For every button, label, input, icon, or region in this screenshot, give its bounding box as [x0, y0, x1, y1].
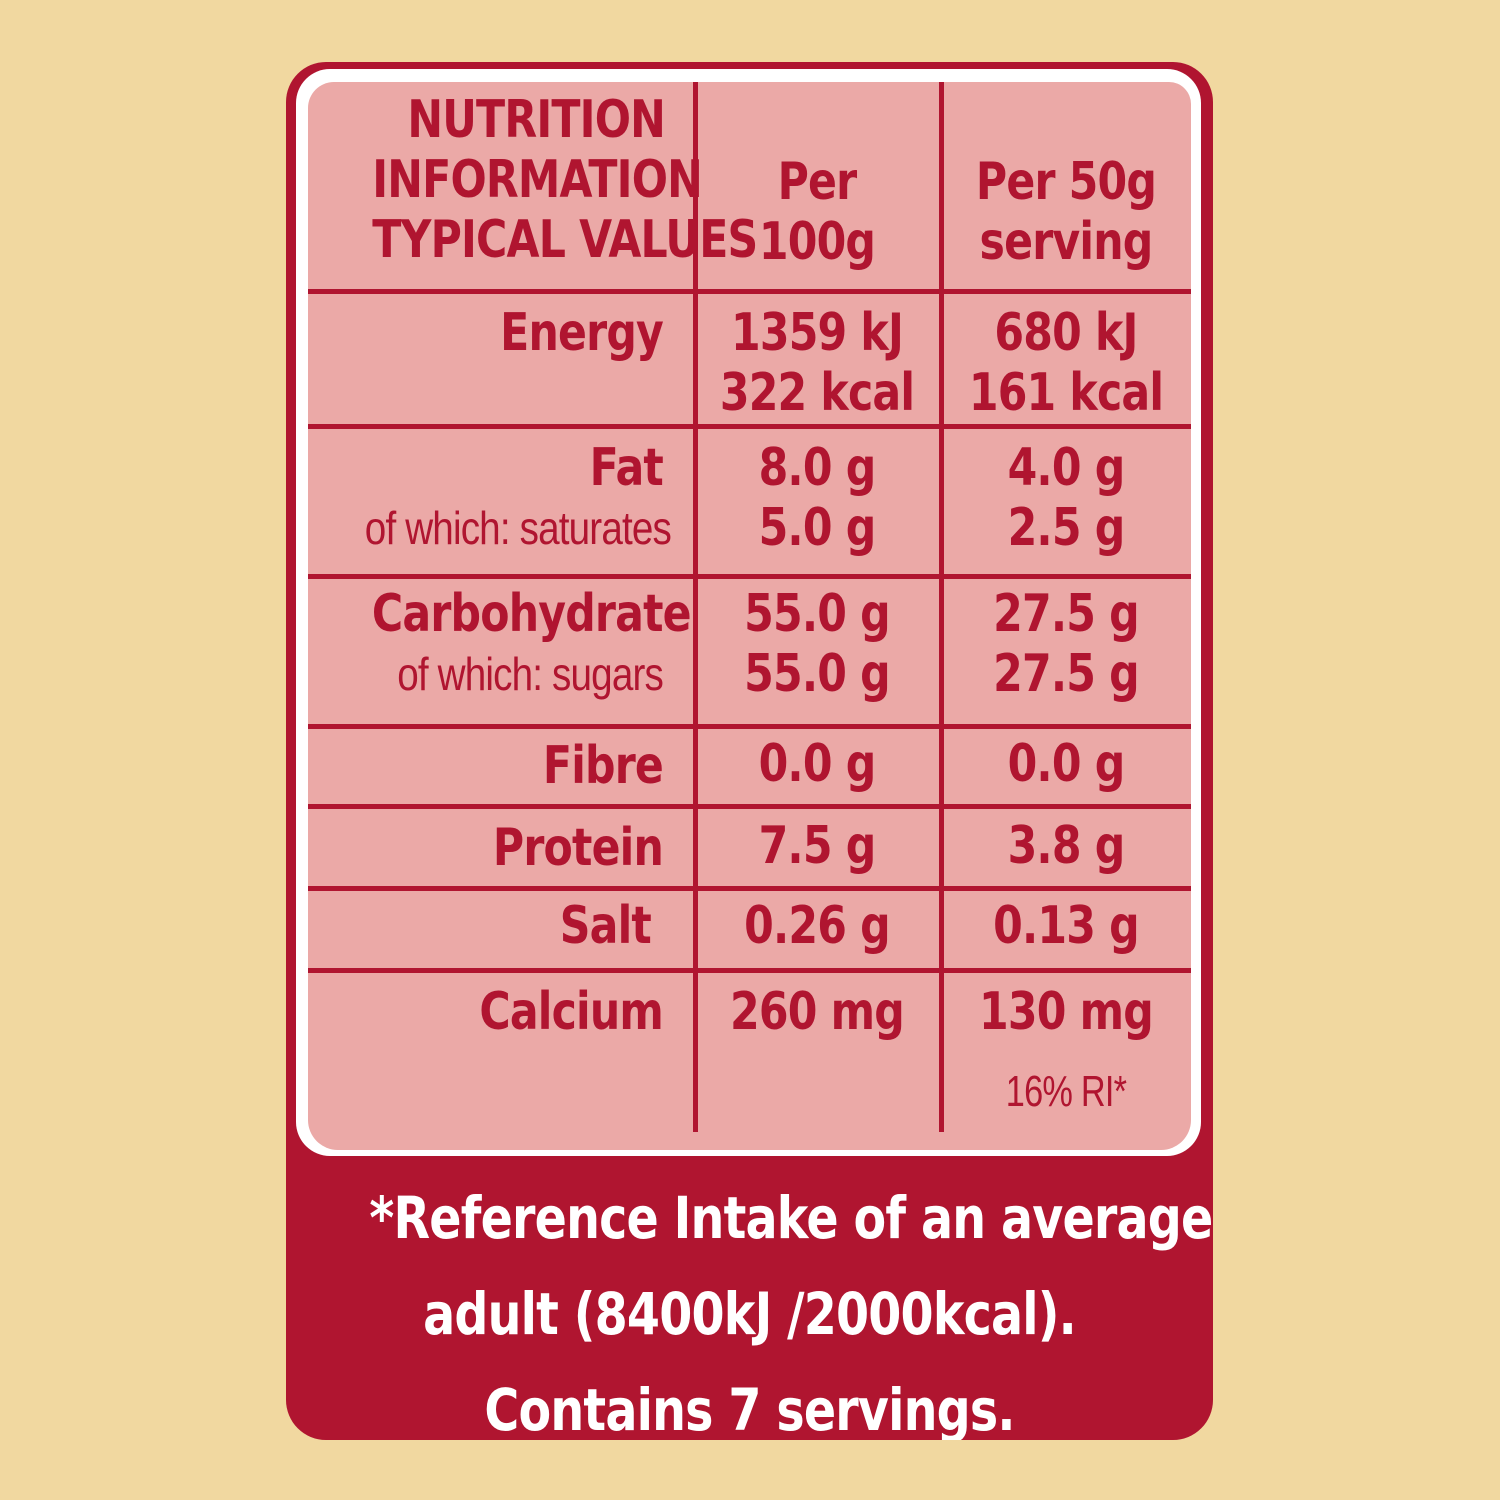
value-line: 0.13 g: [993, 896, 1139, 956]
table-row-fat: Fat of which: saturates 8.0 g 5.0 g 4.0 …: [308, 424, 1191, 579]
nutrient-sub-name: of which: saturates: [364, 502, 672, 554]
value-line: 5.0 g: [758, 498, 877, 558]
value-line: 3.8 g: [1007, 816, 1126, 876]
nutrition-table: NUTRITION INFORMATION TYPICAL VALUES Per…: [308, 82, 1191, 1150]
table-title: NUTRITION INFORMATION TYPICAL VALUES: [308, 82, 758, 289]
row-label: Calcium: [308, 968, 693, 1132]
reference-intake-note: 16% RI*: [1005, 1067, 1127, 1116]
value-per-50g: 3.8 g: [941, 804, 1191, 886]
value-line: 2.5 g: [1007, 498, 1126, 558]
column-header-line: 100g: [758, 212, 876, 272]
value-line: 55.0 g: [744, 584, 890, 644]
value-per-100g: 0.26 g: [693, 886, 941, 968]
table-row-salt: Salt 0.26 g 0.13 g: [308, 886, 1191, 973]
value-line: 260 mg: [730, 982, 905, 1042]
value-line: 27.5 g: [993, 644, 1139, 704]
column-header-per-100g: Per 100g: [693, 82, 941, 289]
column-divider: [693, 82, 698, 1132]
row-label: Carbohydrate of which: sugars: [308, 574, 693, 724]
nutrient-name: Protein: [492, 818, 664, 878]
value-per-100g: 0.0 g: [693, 724, 941, 804]
column-header-per-50g: Per 50g serving: [941, 82, 1191, 289]
footnote-line: *Reference Intake of an average: [369, 1184, 1213, 1252]
footnote-line: adult (8400kJ /2000kcal).: [423, 1280, 1077, 1348]
value-line: 161 kcal: [968, 363, 1164, 423]
value-line: 7.5 g: [758, 816, 877, 876]
value-per-50g: 0.13 g: [941, 886, 1191, 968]
servings-note: Contains 7 servings.: [484, 1376, 1015, 1440]
table-row-energy: Energy 1359 kJ 322 kcal 680 kJ 161 kcal: [308, 289, 1191, 429]
column-header-line: Per 50g: [975, 152, 1157, 212]
nutrient-name: Fat: [589, 438, 664, 498]
column-header-line: Per: [777, 152, 858, 212]
value-line: 322 kcal: [719, 363, 915, 423]
nutrition-grid: NUTRITION INFORMATION TYPICAL VALUES Per…: [308, 82, 1191, 1132]
value-line: 0.0 g: [758, 734, 877, 794]
nutrient-sub-name: of which: sugars: [397, 648, 664, 700]
value-line: 4.0 g: [1007, 438, 1126, 498]
reference-intake-footnote: *Reference Intake of an average adult (8…: [286, 1170, 1213, 1440]
value-line: 0.26 g: [744, 896, 890, 956]
value-line: 0.0 g: [1007, 734, 1126, 794]
value-per-50g: 27.5 g 27.5 g: [941, 574, 1191, 724]
table-row-fibre: Fibre 0.0 g 0.0 g: [308, 724, 1191, 809]
value-line: 55.0 g: [744, 644, 890, 704]
table-row-protein: Protein 7.5 g 3.8 g: [308, 804, 1191, 891]
value-per-100g: 8.0 g 5.0 g: [693, 424, 941, 574]
nutrient-name: Energy: [500, 303, 664, 363]
title-line: INFORMATION: [372, 150, 703, 210]
nutrient-name: Calcium: [479, 982, 663, 1042]
row-label: Fibre: [308, 724, 693, 804]
value-per-50g: 4.0 g 2.5 g: [941, 424, 1191, 574]
value-line: 130 mg: [979, 982, 1154, 1042]
table-header-row: NUTRITION INFORMATION TYPICAL VALUES Per…: [308, 82, 1191, 294]
row-label: Fat of which: saturates: [308, 424, 693, 574]
value-per-100g: 260 mg: [693, 968, 941, 1132]
nutrient-name: Fibre: [542, 736, 664, 796]
title-line: NUTRITION: [407, 90, 665, 150]
row-label: Salt: [308, 886, 693, 968]
nutrient-name: Carbohydrate: [371, 584, 692, 644]
nutrition-label: NUTRITION INFORMATION TYPICAL VALUES Per…: [286, 62, 1213, 1440]
column-divider: [939, 82, 944, 1132]
row-label: Protein: [308, 804, 693, 886]
value-line: 27.5 g: [993, 584, 1139, 644]
value-line: 8.0 g: [758, 438, 877, 498]
title-line: TYPICAL VALUES: [372, 210, 758, 270]
nutrient-name: Salt: [559, 896, 652, 956]
value-line: 1359 kJ: [730, 303, 904, 363]
value-per-50g: 680 kJ 161 kcal: [941, 289, 1191, 424]
row-label: Energy: [308, 289, 693, 424]
value-per-100g: 1359 kJ 322 kcal: [693, 289, 941, 424]
table-row-carbohydrate: Carbohydrate of which: sugars 55.0 g 55.…: [308, 574, 1191, 729]
value-per-100g: 7.5 g: [693, 804, 941, 886]
value-per-50g: 0.0 g: [941, 724, 1191, 804]
table-row-calcium: Calcium 260 mg 130 mg 16% RI*: [308, 968, 1191, 1132]
column-header-line: serving: [979, 212, 1154, 272]
value-per-100g: 55.0 g 55.0 g: [693, 574, 941, 724]
value-per-50g: 130 mg 16% RI*: [941, 968, 1191, 1132]
value-line: 680 kJ: [994, 303, 1138, 363]
